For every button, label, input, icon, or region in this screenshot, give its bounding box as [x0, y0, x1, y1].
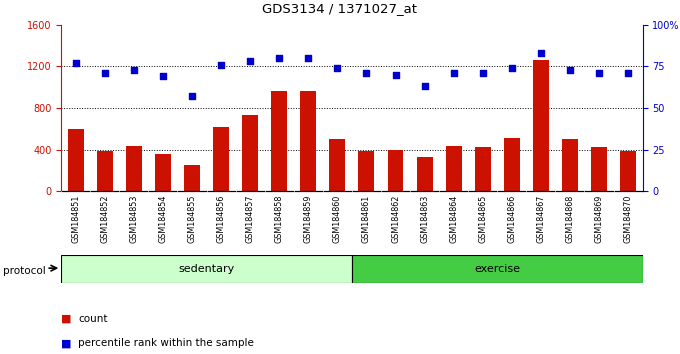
Bar [475, 148, 491, 191]
Text: GSM184853: GSM184853 [129, 194, 138, 243]
Bar [388, 149, 403, 191]
Bar [620, 150, 636, 191]
Point [158, 74, 169, 79]
Text: GSM184866: GSM184866 [507, 194, 516, 242]
Point [623, 70, 634, 76]
Text: GSM184860: GSM184860 [333, 194, 342, 242]
Text: GSM184867: GSM184867 [537, 194, 545, 243]
Bar [352, 255, 643, 283]
Point [477, 70, 488, 76]
Bar [155, 154, 171, 191]
Text: ■: ■ [61, 314, 71, 324]
Bar [591, 148, 607, 191]
Text: GSM184868: GSM184868 [566, 194, 575, 242]
Text: GSM184857: GSM184857 [245, 194, 254, 243]
Text: sedentary: sedentary [178, 264, 235, 274]
Bar [97, 150, 113, 191]
Bar [68, 129, 84, 191]
Bar [301, 91, 316, 191]
Bar [126, 147, 142, 191]
Text: GSM184863: GSM184863 [420, 194, 429, 242]
Point [390, 72, 401, 78]
Text: protocol: protocol [3, 266, 46, 276]
Bar [242, 115, 258, 191]
Point [361, 70, 372, 76]
Bar [213, 127, 229, 191]
Point [186, 93, 197, 99]
Point [303, 55, 313, 61]
Text: GDS3134 / 1371027_at: GDS3134 / 1371027_at [262, 2, 418, 15]
Bar [61, 255, 352, 283]
Point [70, 60, 81, 66]
Text: GSM184854: GSM184854 [158, 194, 167, 243]
Bar [445, 147, 462, 191]
Text: GSM184859: GSM184859 [304, 194, 313, 243]
Bar [271, 91, 287, 191]
Text: GSM184858: GSM184858 [275, 194, 284, 243]
Text: GSM184861: GSM184861 [362, 194, 371, 242]
Point [594, 70, 605, 76]
Text: count: count [78, 314, 107, 324]
Point [129, 67, 139, 73]
Text: ■: ■ [61, 338, 71, 348]
Bar [562, 139, 578, 191]
Bar [184, 165, 200, 191]
Point [274, 55, 285, 61]
Bar [533, 60, 549, 191]
Bar [417, 157, 432, 191]
Point [564, 67, 575, 73]
Point [507, 65, 517, 71]
Point [216, 62, 226, 68]
Point [535, 50, 546, 56]
Text: exercise: exercise [474, 264, 520, 274]
Text: GSM184864: GSM184864 [449, 194, 458, 242]
Bar [504, 138, 520, 191]
Text: percentile rank within the sample: percentile rank within the sample [78, 338, 254, 348]
Text: GSM184855: GSM184855 [188, 194, 197, 243]
Point [419, 84, 430, 89]
Bar [358, 150, 375, 191]
Text: GSM184870: GSM184870 [624, 194, 632, 243]
Text: GSM184865: GSM184865 [478, 194, 487, 243]
Bar [329, 139, 345, 191]
Point [448, 70, 459, 76]
Text: GSM184856: GSM184856 [217, 194, 226, 243]
Text: GSM184852: GSM184852 [101, 194, 109, 243]
Point [99, 70, 110, 76]
Point [245, 58, 256, 64]
Text: GSM184869: GSM184869 [594, 194, 603, 243]
Text: GSM184862: GSM184862 [391, 194, 400, 243]
Text: GSM184851: GSM184851 [71, 194, 80, 243]
Point [332, 65, 343, 71]
